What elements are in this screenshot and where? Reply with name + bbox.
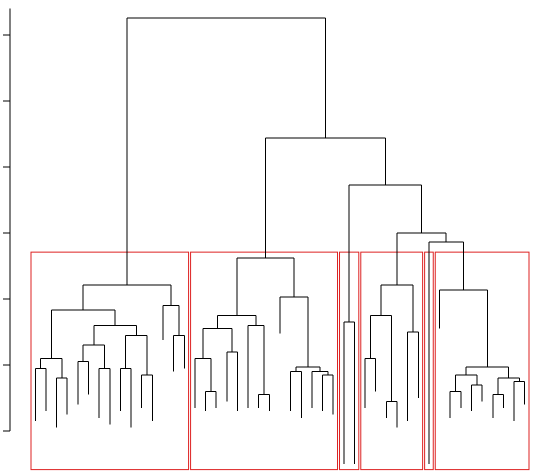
- cluster-box: [190, 251, 339, 471]
- cluster-box: [30, 251, 190, 471]
- cluster-box: [434, 251, 530, 471]
- cluster-box: [360, 251, 424, 471]
